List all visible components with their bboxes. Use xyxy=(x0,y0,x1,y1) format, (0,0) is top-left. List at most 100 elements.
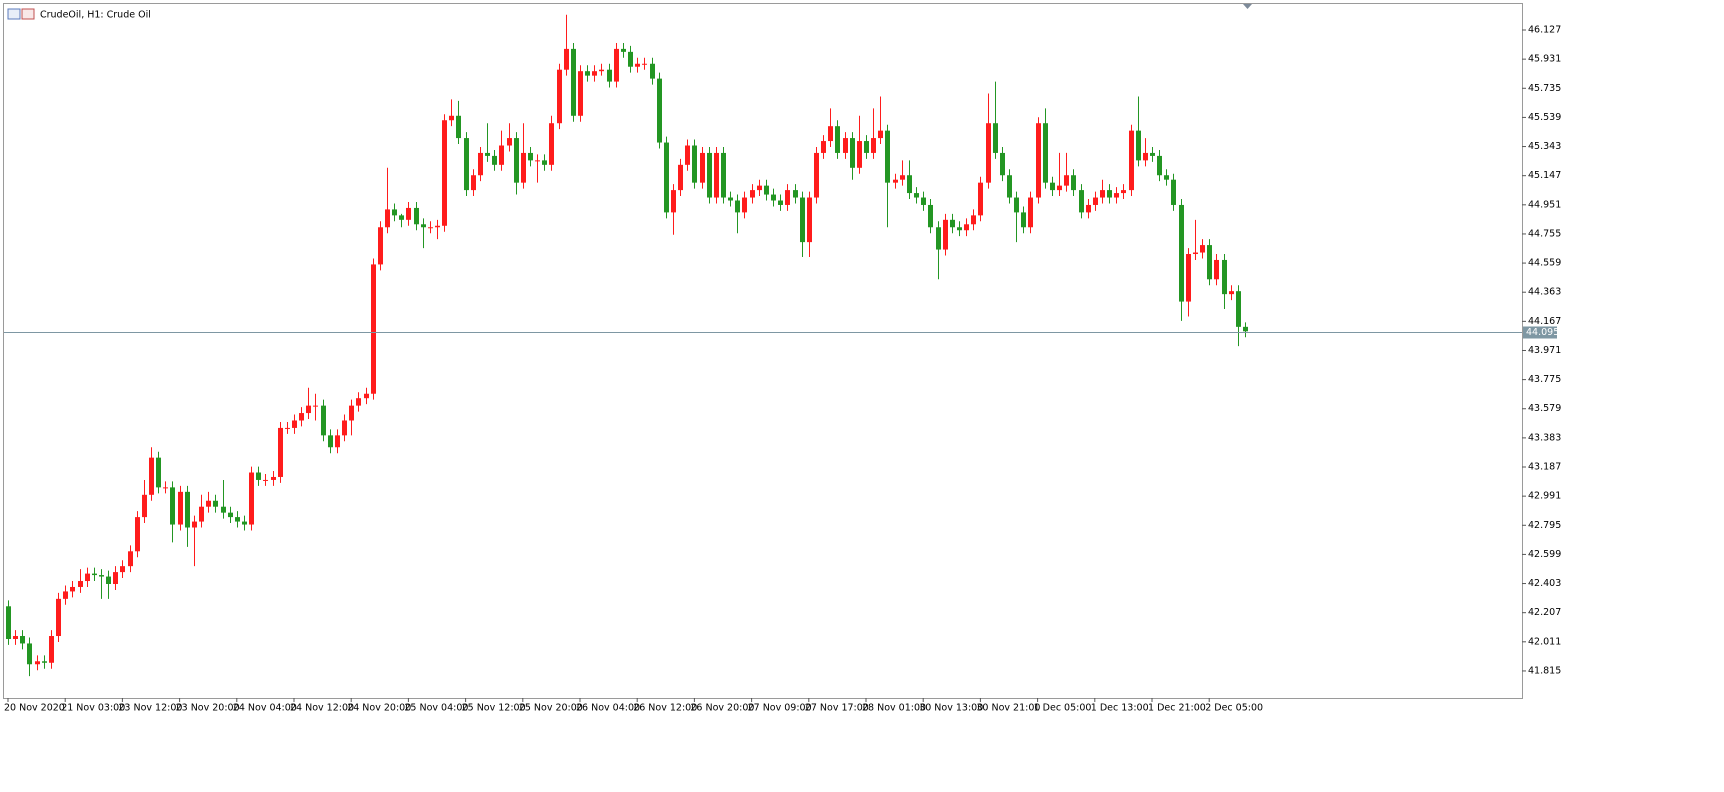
candle-body xyxy=(1050,182,1055,191)
candle-body xyxy=(256,472,261,480)
candle-body xyxy=(821,141,826,153)
candle-body xyxy=(285,427,290,429)
candle-body xyxy=(378,227,383,265)
candle-body xyxy=(399,215,404,220)
candle-body xyxy=(578,71,583,116)
candle-body xyxy=(964,224,969,231)
candle-body xyxy=(163,487,168,489)
y-tick-label: 44.559 xyxy=(1528,258,1561,269)
candle-body xyxy=(735,200,740,213)
candle-body xyxy=(843,138,848,153)
candle-body xyxy=(235,517,240,522)
candle-body xyxy=(907,175,912,194)
candle-body xyxy=(221,506,226,513)
candle-body xyxy=(535,160,540,162)
candle-body xyxy=(986,123,991,183)
x-tick-label: 30 Nov 21:00 xyxy=(976,703,1040,714)
candle-body xyxy=(321,405,326,436)
candle-body xyxy=(1171,179,1176,205)
y-tick-label: 42.599 xyxy=(1528,549,1561,560)
x-tick-label: 21 Nov 03:00 xyxy=(61,703,125,714)
candle-body xyxy=(156,457,161,488)
candle-body xyxy=(721,152,726,198)
candle-body xyxy=(328,435,333,448)
y-tick-label: 42.403 xyxy=(1528,578,1561,589)
x-tick-label: 24 Nov 20:00 xyxy=(347,703,411,714)
candle-body xyxy=(1157,155,1162,176)
candle-body xyxy=(271,476,276,480)
candle-body xyxy=(185,491,190,528)
candle-body xyxy=(199,506,204,522)
x-tick-label: 26 Nov 12:00 xyxy=(633,703,697,714)
candle-body xyxy=(814,152,819,198)
candle-body xyxy=(414,207,419,225)
candle-body xyxy=(893,179,898,183)
shift-marker xyxy=(1243,4,1252,9)
candle-body xyxy=(1043,123,1048,183)
y-tick-label: 45.343 xyxy=(1528,141,1561,152)
candle-body xyxy=(1150,152,1155,156)
candle-body xyxy=(521,152,526,183)
candle-body xyxy=(1114,193,1119,198)
candle-body xyxy=(642,63,647,65)
candle-body xyxy=(206,500,211,507)
candle-body xyxy=(1186,254,1191,302)
x-tick-label: 23 Nov 12:00 xyxy=(118,703,182,714)
candle-body xyxy=(657,78,662,143)
candle-body xyxy=(835,126,840,153)
last-price-label: 44.095 xyxy=(1526,327,1559,338)
candle-body xyxy=(850,138,855,168)
candle-body xyxy=(592,71,597,76)
candle-body xyxy=(671,190,676,213)
candle-body xyxy=(364,393,369,399)
candle-body xyxy=(685,145,690,165)
candle-body xyxy=(1200,245,1205,253)
candle-body xyxy=(213,500,218,507)
candle-body xyxy=(20,636,25,644)
candle-body xyxy=(599,69,604,72)
candle-body xyxy=(192,521,197,528)
x-tick-label: 26 Nov 04:00 xyxy=(576,703,640,714)
y-tick-label: 42.795 xyxy=(1528,520,1561,531)
candle-body xyxy=(313,405,318,407)
candle-body xyxy=(828,126,833,142)
candle-body xyxy=(1064,175,1069,186)
plot-frame xyxy=(3,3,1523,699)
y-tick-label: 45.539 xyxy=(1528,112,1561,123)
candle-body xyxy=(120,566,125,573)
candle-body xyxy=(542,160,547,165)
candle-body xyxy=(1243,326,1248,332)
plot: 41.815 42.011 42.207 42.403 42.599 42.795 42.9… xyxy=(4,14,1561,714)
candle-body xyxy=(249,472,254,525)
candle-body xyxy=(1100,190,1105,198)
candle-body xyxy=(85,573,90,582)
candle-body xyxy=(750,190,755,198)
candle-body xyxy=(356,398,361,406)
candle-body xyxy=(449,115,454,121)
candle-body xyxy=(299,413,304,421)
candle-body xyxy=(607,69,612,82)
candle-body xyxy=(492,155,497,165)
y-tick-label: 44.363 xyxy=(1528,287,1561,298)
candle-body xyxy=(471,175,476,191)
candle-body xyxy=(292,420,297,428)
candle-body xyxy=(1028,197,1033,228)
candle-body xyxy=(957,227,962,231)
candle-body xyxy=(900,175,905,180)
candle-body xyxy=(63,591,68,599)
candle-body xyxy=(678,164,683,191)
candle-body xyxy=(621,48,626,52)
candle-body xyxy=(950,219,955,228)
candle-body xyxy=(1021,212,1026,228)
candle-body xyxy=(35,661,40,665)
candle-body xyxy=(149,457,154,495)
x-tick-label: 2 Dec 05:00 xyxy=(1205,703,1263,714)
candle-body xyxy=(385,209,390,228)
candle-body xyxy=(778,200,783,205)
candle-body xyxy=(585,71,590,76)
candle-body xyxy=(335,435,340,448)
candle-body xyxy=(99,575,104,577)
candle-body xyxy=(371,264,376,394)
candle-body xyxy=(793,190,798,198)
